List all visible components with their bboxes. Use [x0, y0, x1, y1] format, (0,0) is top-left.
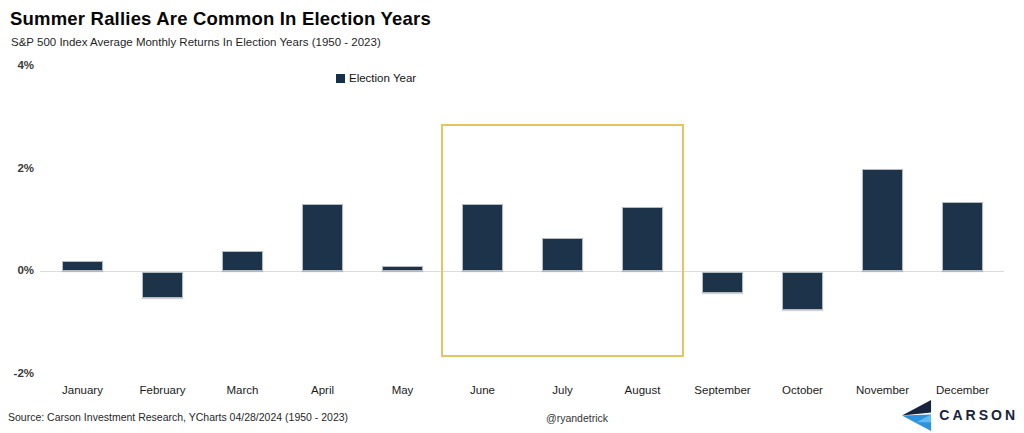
chart-canvas: Summer Rallies Are Common In Election Ye… [0, 0, 1024, 433]
bar-june [462, 204, 503, 271]
y-axis-tick--2: -2% [0, 366, 34, 380]
x-axis-label-may: May [358, 383, 448, 397]
bar-august [622, 207, 663, 271]
bar-february [142, 272, 183, 298]
x-axis-label-june: June [438, 383, 528, 397]
x-axis-label-october: October [758, 383, 848, 397]
x-axis-label-july: July [518, 383, 608, 397]
carson-brand-lockup: CARSON [901, 398, 1018, 432]
x-axis-label-september: September [678, 383, 768, 397]
plot-area: 4% 2% 0% -2% JanuaryFebruaryMarchAprilMayJun… [0, 0, 1024, 433]
bar-september [702, 272, 743, 293]
bar-december [942, 202, 983, 271]
bar-march [222, 251, 263, 272]
x-axis-label-december: December [918, 383, 1008, 397]
x-axis-label-august: August [598, 383, 688, 397]
bar-october [782, 272, 823, 310]
carson-brand-name: CARSON [939, 398, 1018, 432]
x-axis-label-january: January [38, 383, 128, 397]
x-axis-label-march: March [198, 383, 288, 397]
bar-july [542, 238, 583, 271]
y-axis-tick-2: 2% [0, 161, 34, 175]
bar-april [302, 204, 343, 271]
x-axis-label-april: April [278, 383, 368, 397]
bar-january [62, 261, 103, 271]
bar-november [862, 169, 903, 272]
author-handle: @ryandetrick [546, 412, 608, 424]
carson-chevron-logo-icon [901, 400, 932, 431]
source-note: Source: Carson Investment Research, YCha… [8, 411, 348, 423]
y-axis-tick-4: 4% [0, 58, 34, 72]
y-axis-tick-0: 0% [0, 263, 34, 277]
bar-may [382, 266, 423, 271]
x-axis-label-february: February [118, 383, 208, 397]
x-axis-label-november: November [838, 383, 928, 397]
